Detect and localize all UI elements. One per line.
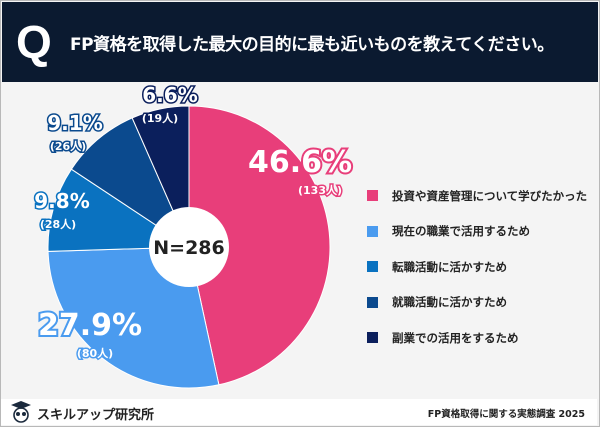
legend-item: 就職活動に活かすため	[367, 285, 587, 321]
legend: 投資や資産管理について学びたかった 現在の職業で活用するため 転職活動に活かすため就…	[367, 178, 587, 356]
value-label: 6.6%	[142, 83, 197, 107]
legend-item: 投資や資産管理について学びたかった	[367, 178, 587, 214]
survey-source: FP資格取得に関する実態調査 2025	[427, 409, 585, 420]
donut-hole	[149, 207, 229, 287]
legend-label: 副業での活用をするため	[392, 330, 519, 345]
legend-swatch	[367, 296, 378, 308]
brand-name: スキルアップ研究所	[37, 408, 155, 423]
legend-item: 現在の職業で活用するため	[367, 214, 587, 250]
legend-label: 転職活動に活かすため	[392, 259, 507, 274]
value-label: 46.6%	[248, 145, 352, 180]
value-label: 9.8%	[34, 189, 89, 213]
center-label: N=286	[153, 237, 224, 259]
value-label: 9.1%	[47, 111, 102, 135]
legend-label: 現在の職業で活用するため	[392, 224, 530, 239]
legend-swatch	[367, 261, 378, 273]
question-header: Q FP資格を取得した最大の目的に最も近いものを教えてください。	[2, 2, 598, 82]
legend-label: 投資や資産管理について学びたかった	[392, 188, 588, 203]
legend-label: 就職活動に活かすため	[392, 295, 507, 310]
legend-swatch	[367, 225, 378, 237]
legend-item: 副業での活用をするため	[367, 320, 587, 356]
pie-slice-1	[188, 105, 331, 386]
count-label: (133人)	[298, 183, 342, 197]
legend-swatch	[367, 332, 378, 344]
footer: スキルアップ研究所 FP資格取得に関する実態調査 2025	[1, 399, 597, 425]
owl-logo-icon	[11, 401, 31, 423]
pie-slice-4	[70, 117, 191, 249]
legend-item: 転職活動に活かすため	[367, 249, 587, 285]
count-label: (28人)	[40, 217, 76, 231]
question-title: FP資格を取得した最大の目的に最も近いものを教えてください。	[70, 35, 554, 55]
count-label: (26人)	[50, 139, 86, 153]
q-mark: Q	[16, 16, 52, 68]
count-label: (19人)	[142, 111, 178, 125]
legend-swatch	[367, 190, 378, 202]
count-label: (80人)	[77, 346, 113, 360]
value-label: 27.9%	[38, 308, 142, 343]
